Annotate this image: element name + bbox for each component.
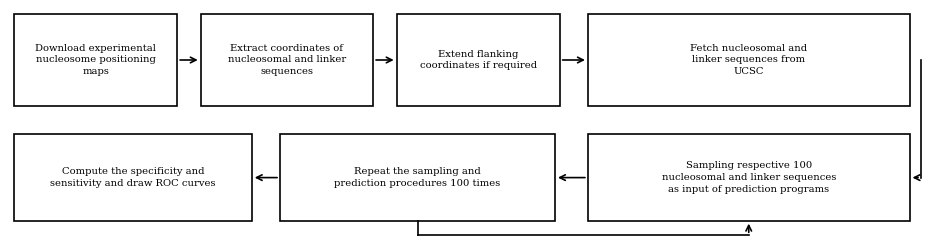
- Text: Download experimental
nucleosome positioning
maps: Download experimental nucleosome positio…: [35, 44, 156, 76]
- FancyBboxPatch shape: [588, 14, 910, 106]
- FancyBboxPatch shape: [280, 134, 555, 221]
- FancyBboxPatch shape: [201, 14, 373, 106]
- FancyBboxPatch shape: [14, 14, 177, 106]
- FancyBboxPatch shape: [588, 134, 910, 221]
- Text: Compute the specificity and
sensitivity and draw ROC curves: Compute the specificity and sensitivity …: [50, 167, 216, 188]
- Text: Extend flanking
coordinates if required: Extend flanking coordinates if required: [420, 50, 536, 70]
- Text: Extract coordinates of
nucleosomal and linker
sequences: Extract coordinates of nucleosomal and l…: [228, 44, 346, 76]
- Text: Fetch nucleosomal and
linker sequences from
UCSC: Fetch nucleosomal and linker sequences f…: [690, 44, 807, 76]
- Text: Sampling respective 100
nucleosomal and linker sequences
as input of prediction : Sampling respective 100 nucleosomal and …: [661, 161, 836, 194]
- Text: Repeat the sampling and
prediction procedures 100 times: Repeat the sampling and prediction proce…: [334, 167, 501, 188]
- FancyBboxPatch shape: [14, 134, 252, 221]
- FancyBboxPatch shape: [397, 14, 560, 106]
